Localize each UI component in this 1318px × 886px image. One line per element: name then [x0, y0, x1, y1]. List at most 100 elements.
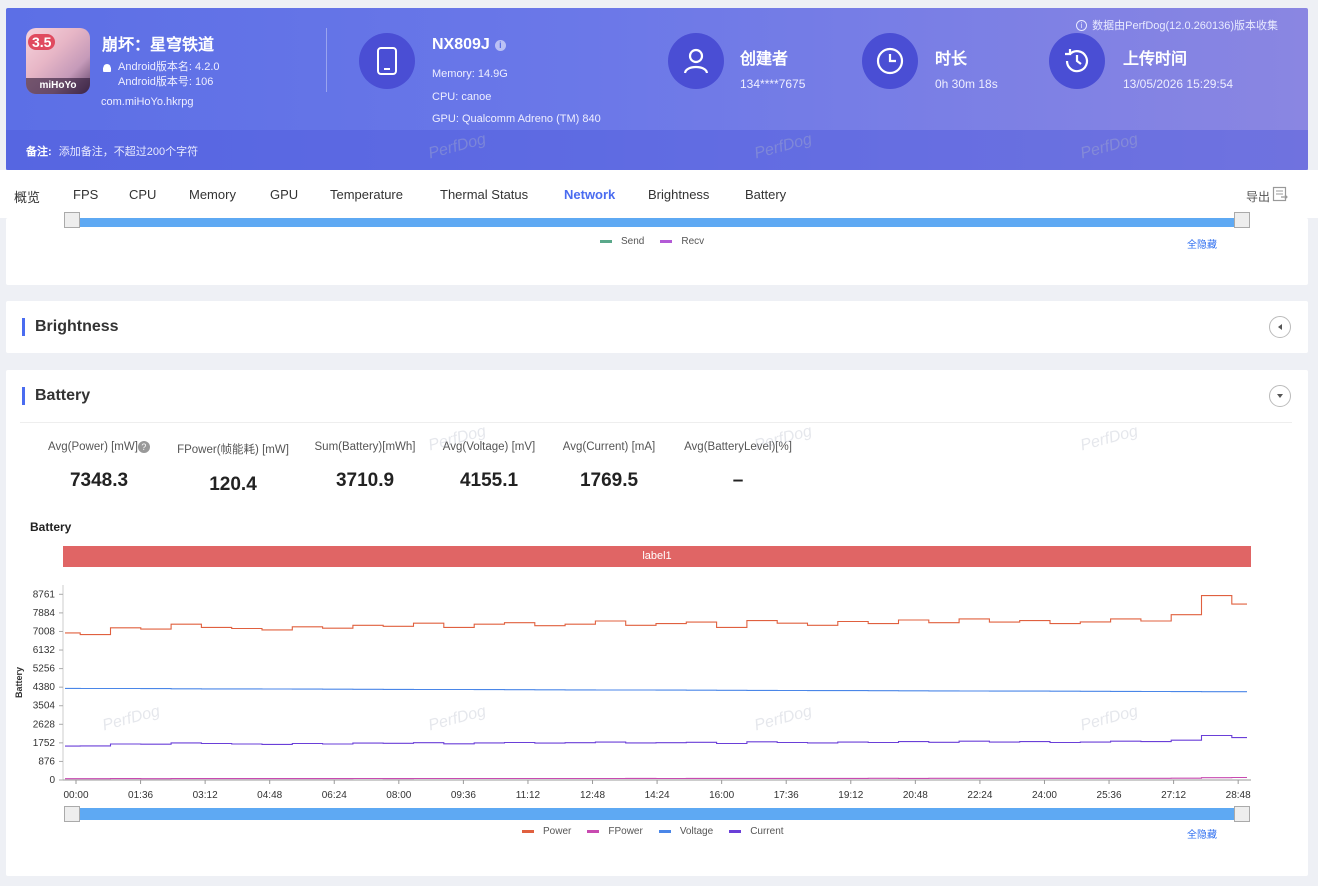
- metric-avg-power: Avg(Power) [mW]? 7348.3: [34, 441, 164, 492]
- tab-gpu[interactable]: GPU: [270, 187, 299, 202]
- device-name: NX809J i: [432, 36, 506, 54]
- metric-avg-battery-level: Avg(BatteryLevel)[%] –: [673, 441, 803, 492]
- metric-label: Avg(Power) [mW]?: [34, 441, 164, 453]
- metric-tabs: 概览 FPS CPU Memory GPU Temperature Therma…: [0, 170, 1318, 218]
- legend-swatch: [522, 830, 534, 833]
- package-name: com.miHoYo.hkrpg: [101, 96, 194, 108]
- tab-fps[interactable]: FPS: [73, 187, 99, 202]
- user-icon: [668, 33, 724, 89]
- tab-overview[interactable]: 概览: [14, 190, 41, 205]
- android-meta: Android版本名: 4.2.0 Android版本号: 106: [102, 60, 220, 90]
- battery-slider-handle-left[interactable]: [64, 806, 80, 822]
- upload-time-value: 13/05/2026 15:29:54: [1123, 77, 1234, 91]
- duration-title: 时长: [935, 51, 968, 68]
- device-memory: Memory: 14.9G: [432, 68, 508, 80]
- network-hide-all-button[interactable]: 全隐藏: [1187, 240, 1217, 251]
- battery-collapse-button[interactable]: [1269, 385, 1291, 407]
- android-version-name: Android版本名: 4.2.0: [118, 61, 220, 73]
- report-header: i 数据由PerfDog(12.0.260136)版本收集 3.5 miHoYo…: [6, 8, 1308, 170]
- device-info-icon[interactable]: i: [494, 39, 506, 51]
- triangle-left-icon: [1278, 324, 1282, 330]
- app-icon-logo: miHoYo: [26, 78, 90, 94]
- tab-brightness[interactable]: Brightness: [648, 187, 710, 202]
- legend-power[interactable]: Power: [522, 826, 571, 837]
- y-tick-label: 5256: [33, 664, 56, 675]
- battery-zoom-slider[interactable]: [72, 808, 1246, 820]
- legend-label: Current: [750, 826, 784, 837]
- battery-slider-handle-right[interactable]: [1234, 806, 1250, 822]
- y-tick-label: 7884: [33, 608, 56, 619]
- legend-fpower[interactable]: FPower: [587, 826, 643, 837]
- x-tick-label: 16:00: [709, 790, 734, 801]
- legend-current[interactable]: Current: [729, 826, 784, 837]
- x-tick-label: 00:00: [63, 790, 88, 801]
- tab-temperature[interactable]: Temperature: [330, 187, 403, 202]
- triangle-down-icon: [1277, 394, 1283, 398]
- legend-swatch: [658, 830, 671, 833]
- metric-value: 1769.5: [579, 470, 639, 491]
- legend-swatch: [729, 830, 742, 833]
- legend-recv[interactable]: Recv: [660, 236, 704, 247]
- metric-label: Avg(Current) [mA]: [562, 441, 656, 453]
- network-slider-handle-left[interactable]: [64, 212, 80, 228]
- x-tick-label: 11:12: [516, 790, 541, 801]
- network-legend: Send Recv: [600, 236, 720, 247]
- metric-sum-battery: Sum(Battery)[mWh] 3710.9: [300, 441, 430, 492]
- x-tick-label: 27:12: [1161, 790, 1186, 801]
- x-tick-label: 22:24: [967, 790, 992, 801]
- series-line-power: [65, 595, 1247, 636]
- x-tick-label: 08:00: [386, 790, 411, 801]
- x-tick-label: 25:36: [1097, 790, 1122, 801]
- legend-voltage[interactable]: Voltage: [658, 826, 713, 837]
- network-slider-handle-right[interactable]: [1234, 212, 1250, 228]
- clock-icon: [862, 33, 918, 89]
- device-name-text: NX809J: [432, 36, 490, 53]
- battery-chart-title: Battery: [30, 520, 72, 534]
- legend-send[interactable]: Send: [600, 236, 644, 247]
- network-panel: Send Recv 全隐藏: [6, 212, 1308, 285]
- export-button[interactable]: 导出: [1245, 190, 1270, 204]
- y-tick-label: 2628: [33, 719, 56, 730]
- history-icon: [1049, 33, 1105, 89]
- creator-title: 创建者: [740, 51, 789, 68]
- metric-value: 7348.3: [69, 470, 129, 492]
- app-name: 崩坏：星穹铁道: [102, 37, 215, 54]
- brightness-expand-button[interactable]: [1269, 316, 1291, 338]
- tab-thermal-status[interactable]: Thermal Status: [440, 187, 529, 202]
- x-tick-label: 24:00: [1032, 790, 1057, 801]
- label-bar[interactable]: label1: [63, 546, 1251, 567]
- header-divider: [326, 28, 327, 92]
- x-tick-label: 06:24: [322, 790, 347, 801]
- legend-recv-swatch: [660, 240, 673, 243]
- export-icon[interactable]: [1272, 186, 1288, 202]
- y-tick-label: 8761: [33, 589, 56, 600]
- x-tick-label: 03:12: [193, 790, 218, 801]
- tab-network[interactable]: Network: [564, 187, 616, 202]
- battery-divider: [20, 422, 1292, 423]
- phone-icon: [359, 33, 415, 89]
- creator-value: 134****7675: [740, 77, 806, 91]
- notes-bar[interactable]: 备注: 添加备注，不超过200个字符: [6, 130, 1308, 170]
- battery-chart[interactable]: 0 876 1752 2628 3504 4380 5256 6132 7008 7884 8761…: [6, 575, 1266, 805]
- series-line-fpower: [65, 776, 1247, 780]
- y-tick-label: 1752: [33, 738, 56, 749]
- collect-note-text: 数据由PerfDog(12.0.260136)版本收集: [1092, 20, 1278, 32]
- network-zoom-slider[interactable]: [72, 218, 1246, 227]
- tab-cpu[interactable]: CPU: [129, 187, 157, 202]
- x-tick-label: 14:24: [645, 790, 670, 801]
- y-axis-label: Battery: [14, 667, 24, 698]
- x-tick-label: 19:12: [838, 790, 863, 801]
- metric-avg-power-label: Avg(Power) [mW]: [48, 441, 138, 454]
- metric-avg-voltage: Avg(Voltage) [mV] 4155.1: [424, 441, 554, 492]
- series-line-voltage: [65, 687, 1247, 693]
- metric-avg-current: Avg(Current) [mA] 1769.5: [544, 441, 674, 492]
- legend-swatch: [587, 830, 600, 833]
- tab-memory[interactable]: Memory: [189, 187, 236, 202]
- battery-hide-all-button[interactable]: 全隐藏: [1187, 830, 1217, 841]
- notes-input[interactable]: 添加备注，不超过200个字符: [58, 146, 199, 158]
- tab-battery[interactable]: Battery: [745, 187, 787, 202]
- app-icon-badge: 3.5: [28, 34, 56, 50]
- metric-label: FPower(帧能耗) [mW]: [177, 444, 289, 456]
- metric-value: 4155.1: [459, 470, 519, 491]
- help-icon[interactable]: ?: [137, 441, 150, 453]
